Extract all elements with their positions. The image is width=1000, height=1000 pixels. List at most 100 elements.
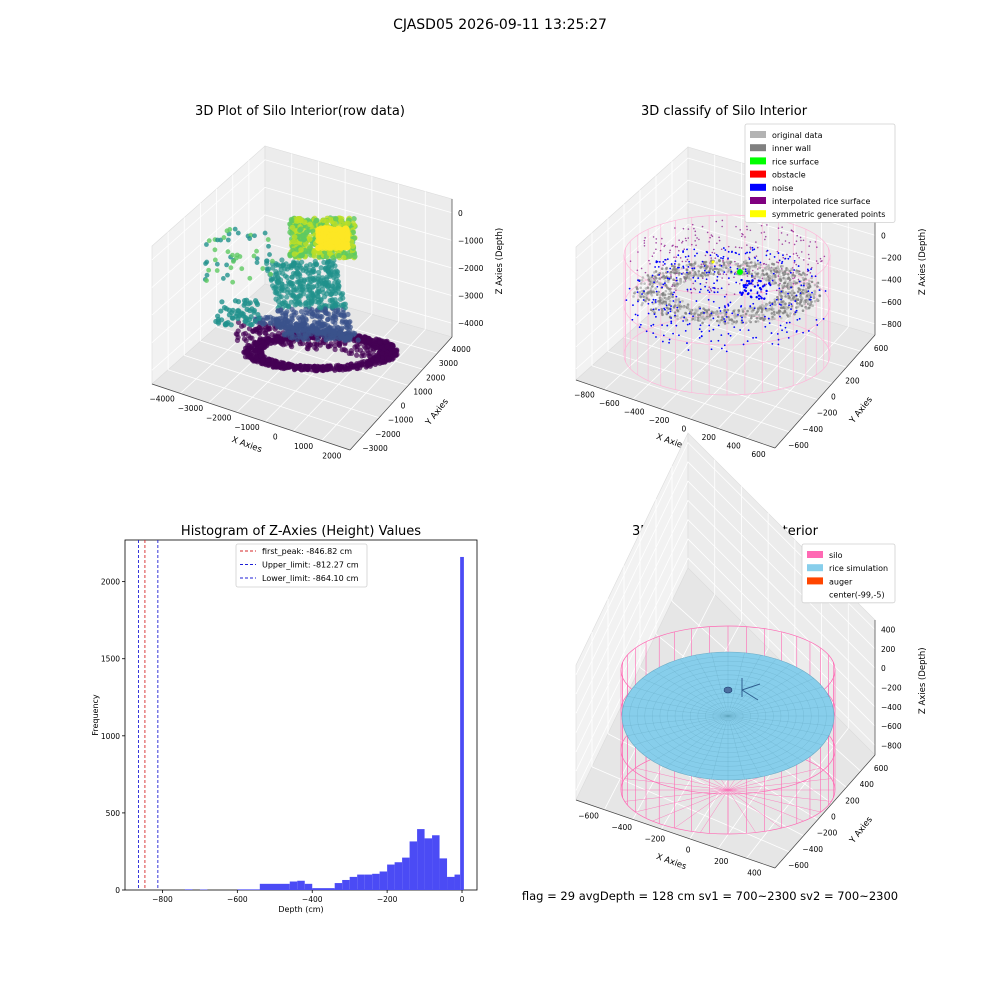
plot4-z-axis-label: Z Axies (Depth) (918, 647, 928, 714)
plot2-interp-point (659, 249, 662, 252)
plot2-grid-line (607, 351, 804, 417)
plot2-noise-point (643, 290, 645, 292)
plot2-interp-point (760, 224, 763, 227)
plot2-noise-point (713, 287, 716, 290)
plot2-wall-point (692, 272, 696, 276)
plot2-wall-point (760, 310, 764, 314)
plot2-wall-point (803, 289, 807, 293)
plot4-rice-mesh (727, 715, 814, 754)
plot1-data-point (263, 335, 270, 341)
plot2-noise-point (675, 276, 678, 279)
plot1-data-point (254, 256, 260, 261)
plot2-wall-point (771, 315, 774, 319)
plot2-wall-point (676, 304, 679, 308)
plot1-data-point (292, 302, 298, 308)
plot1-data-point (284, 322, 291, 328)
plot1-data-point (299, 314, 305, 320)
plot1-y-tick-label: 3000 (439, 359, 458, 368)
plot2-wall-point (668, 299, 672, 303)
plot1-data-point (275, 279, 282, 286)
plot2-interp-point (746, 225, 748, 228)
plot2-noise-point (797, 265, 800, 267)
plot1-data-point (297, 284, 303, 290)
plot1-data-point (320, 233, 327, 240)
plot2-noise-point (738, 253, 740, 256)
plot4-rice-mesh (727, 715, 833, 727)
plot2-wall-point (743, 315, 747, 319)
plot2-noise-point (784, 326, 787, 329)
plot2-interp-point (655, 248, 657, 251)
plot2-noise-point (712, 300, 715, 303)
plot1-grid-line (151, 159, 453, 261)
plot2-interp-point (704, 254, 707, 257)
plot2-interp-point (717, 287, 719, 290)
plot1-data-point (297, 341, 303, 347)
plot2-interp-point (629, 260, 632, 262)
plot2-wall-point (716, 312, 720, 315)
plot1-data-point (305, 298, 311, 305)
plot2-interp-point (797, 278, 800, 281)
plot2-wall-point (793, 280, 796, 283)
plot1-data-point (264, 260, 270, 267)
plot2-noise-point (693, 248, 696, 251)
plot2-wall-point (674, 287, 677, 291)
plot4-y-tick-label: 600 (874, 764, 889, 773)
plot2-wall-point (644, 299, 647, 303)
plot2-noise-point (652, 332, 655, 335)
plot2-wall-point (709, 262, 713, 265)
plot2-noise-point (808, 298, 811, 301)
plot1-data-point (204, 242, 209, 247)
plot2-interp-point (800, 251, 803, 253)
plot2-wall-point (699, 266, 702, 269)
plot2-wall-point (754, 320, 758, 323)
plot2-noise-point (637, 279, 639, 282)
plot2-noise-point (731, 312, 734, 315)
plot2-x-tick-label: −800 (574, 390, 595, 399)
plot1-data-point (275, 298, 282, 304)
plot4-y-tick-label: −600 (788, 861, 809, 870)
plot2-wall-point (760, 273, 763, 277)
plot2-noise-point (717, 255, 719, 258)
plot2-wall-point (676, 314, 679, 318)
plot2-wall-point (806, 284, 809, 287)
plot2-wall-point (758, 263, 762, 266)
plot1-data-point (333, 268, 339, 274)
plot2-interp-point (808, 245, 811, 247)
plot2-interp-point (765, 263, 767, 266)
plot1-x-tick-label: −2000 (206, 414, 232, 423)
plot1-data-point (249, 343, 255, 349)
plot2-x-tick-label: 600 (751, 450, 766, 459)
plot2-interp-point (686, 258, 689, 261)
plot2-noise-point (807, 330, 810, 332)
plot1-data-point (268, 278, 274, 283)
plot1-data-point (335, 366, 341, 372)
plot2-noise-point (651, 301, 654, 304)
plot2-wall-point (650, 291, 654, 294)
plot2-noise-point (800, 284, 803, 287)
plot2-interp-point (795, 263, 798, 266)
plot2-interp-point (651, 255, 654, 258)
plot2-interp-point (690, 292, 693, 294)
plot2-wall-point (770, 312, 774, 315)
plot2-wall-point (663, 276, 667, 280)
plot2-wall-point (727, 264, 731, 267)
plot2-noise-point (636, 291, 639, 294)
plot2-wall-point (812, 295, 816, 299)
plot3-bar (372, 873, 380, 890)
plot2-wall-point (790, 268, 794, 272)
plot1-data-point (267, 340, 274, 347)
plot1-data-point (278, 325, 284, 331)
plot2-y-tick-label: 0 (831, 393, 836, 402)
plot2-noise-point (699, 288, 702, 291)
plot2-interp-point (649, 262, 651, 265)
plot1-data-point (315, 320, 321, 326)
plot2-wall-point (684, 277, 687, 280)
plot2-noise-point (739, 329, 742, 331)
plot2-noise-point (751, 274, 753, 277)
plot2-wall-point (684, 311, 687, 315)
plot2-interp-point (711, 235, 714, 238)
plot2-noise-point (647, 312, 650, 315)
plot2-wall-point (687, 307, 691, 311)
plot2-noise-point (754, 257, 757, 259)
plot2-wall-point (744, 312, 748, 316)
